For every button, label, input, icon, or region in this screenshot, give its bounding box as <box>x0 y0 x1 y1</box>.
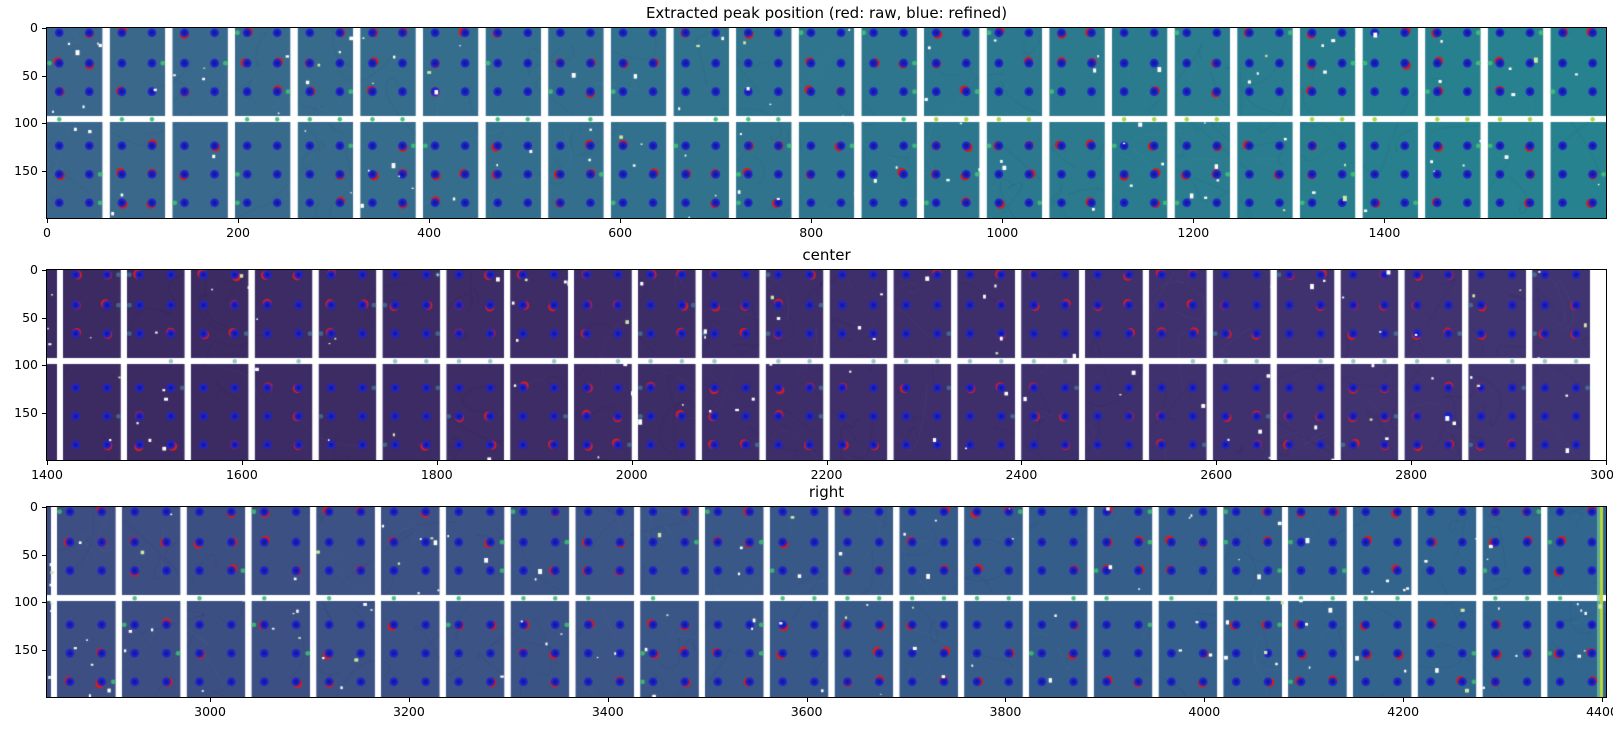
x-tick-mark <box>811 219 813 223</box>
x-tick-label: 800 <box>799 225 824 240</box>
axes-top <box>46 27 1607 219</box>
x-tick-mark <box>1002 219 1004 223</box>
x-tick-mark <box>1602 698 1604 702</box>
x-tick-label: 1200 <box>1177 225 1210 240</box>
x-tick-label: 2000 <box>615 467 648 482</box>
x-tick-label: 3600 <box>790 704 823 719</box>
x-tick-label: 3000 <box>194 704 226 719</box>
x-tick-mark <box>1384 219 1386 223</box>
x-tick-label: 200 <box>226 225 250 240</box>
y-tick-mark <box>42 270 46 271</box>
y-tick-mark <box>42 507 46 508</box>
x-tick-mark <box>1005 698 1007 702</box>
y-tick-label: 100 <box>14 357 38 372</box>
x-tick-label: 3200 <box>393 704 425 719</box>
x-tick-mark <box>210 698 212 702</box>
x-tick-mark <box>408 698 410 702</box>
y-tick-mark <box>42 170 46 172</box>
y-tick-label: 100 <box>14 115 38 130</box>
x-tick-mark <box>607 698 609 702</box>
y-tick-mark <box>42 365 46 366</box>
y-tick-label: 150 <box>14 404 38 420</box>
y-tick-mark <box>42 602 46 603</box>
x-tick-mark <box>241 461 243 465</box>
y-tick-label: 150 <box>14 162 38 178</box>
y-tick-label: 50 <box>22 309 38 325</box>
x-tick-mark <box>1021 461 1023 465</box>
x-tick-mark <box>806 698 808 702</box>
peak-image-center <box>47 270 1606 460</box>
y-tick-mark <box>42 75 46 77</box>
x-tick-mark <box>1403 698 1405 702</box>
y-tick-label: 50 <box>22 546 38 562</box>
x-tick-label: 1400 <box>1368 225 1401 240</box>
x-tick-label: 1400 <box>31 467 63 482</box>
x-tick-label: 3400 <box>591 704 624 719</box>
x-tick-label: 3000 <box>1590 467 1613 482</box>
subplot-title-top: Extracted peak position (red: raw, blue:… <box>645 4 1008 22</box>
x-tick-label: 1000 <box>986 225 1019 240</box>
x-tick-mark <box>1204 698 1206 702</box>
x-tick-label: 1600 <box>225 467 258 482</box>
x-tick-mark <box>47 219 48 223</box>
x-tick-label: 1800 <box>420 467 453 482</box>
x-tick-label: 4000 <box>1188 704 1221 719</box>
peak-image-top <box>47 28 1606 218</box>
x-tick-mark <box>1193 219 1195 223</box>
subplot-title-center: center <box>802 246 851 264</box>
y-tick-label: 100 <box>14 594 38 609</box>
x-tick-mark <box>47 461 48 465</box>
x-tick-mark <box>1411 461 1413 465</box>
x-tick-mark <box>436 461 438 465</box>
y-tick-label: 0 <box>30 262 38 277</box>
x-tick-label: 400 <box>417 225 442 240</box>
x-tick-label: 2400 <box>1005 467 1038 482</box>
axes-right <box>46 506 1607 698</box>
x-tick-mark <box>826 461 828 465</box>
y-tick-mark <box>42 554 46 556</box>
x-tick-label: 3800 <box>989 704 1022 719</box>
x-tick-mark <box>429 219 431 223</box>
x-tick-label: 4200 <box>1387 704 1420 719</box>
x-tick-label: 600 <box>608 225 633 240</box>
y-tick-label: 50 <box>22 67 38 83</box>
x-tick-mark <box>1216 461 1218 465</box>
subplot-title-right: right <box>808 483 845 501</box>
y-tick-label: 150 <box>14 641 38 657</box>
y-tick-mark <box>42 412 46 414</box>
y-tick-label: 0 <box>30 20 38 35</box>
x-tick-mark <box>631 461 633 465</box>
y-tick-mark <box>42 123 46 124</box>
y-tick-mark <box>42 317 46 319</box>
axes-center <box>46 269 1607 461</box>
y-tick-mark <box>42 28 46 29</box>
x-tick-label: 2600 <box>1200 467 1233 482</box>
y-tick-mark <box>42 649 46 651</box>
x-tick-mark <box>1606 461 1607 465</box>
x-tick-mark <box>620 219 622 223</box>
x-tick-label: 2800 <box>1395 467 1428 482</box>
x-tick-label: 0 <box>43 225 51 240</box>
x-tick-mark <box>238 219 240 223</box>
peak-image-right <box>47 507 1606 697</box>
y-tick-label: 0 <box>30 499 38 514</box>
x-tick-label: 2200 <box>810 467 843 482</box>
